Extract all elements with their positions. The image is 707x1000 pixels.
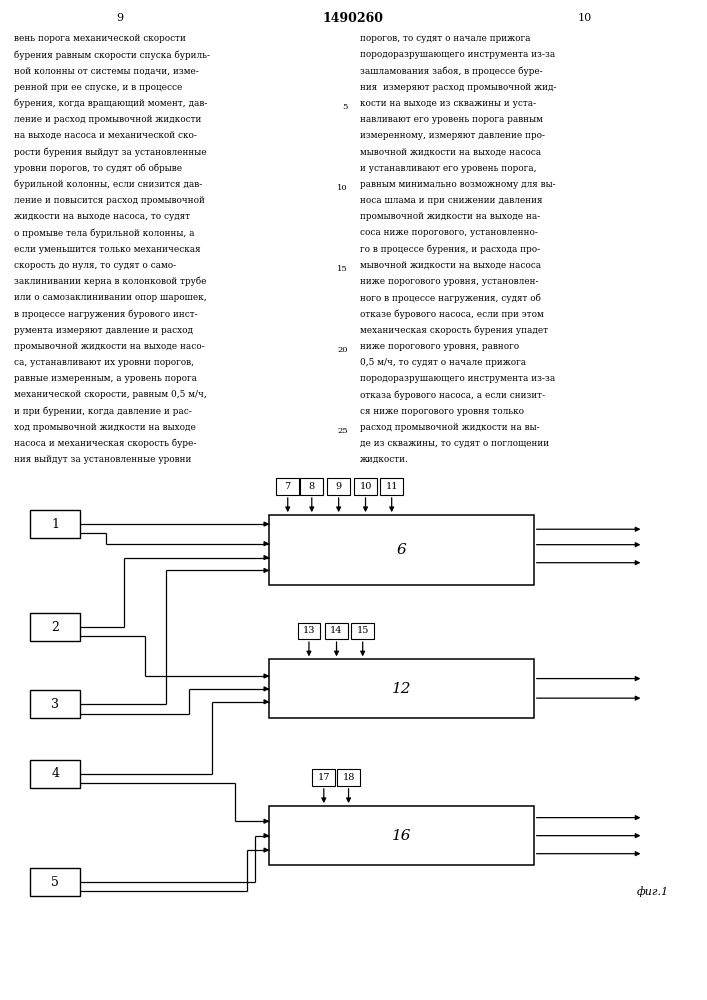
Text: 0,5 м/ч, то судят о начале прижога: 0,5 м/ч, то судят о начале прижога: [360, 358, 526, 367]
Text: 16: 16: [392, 829, 411, 843]
Text: 6: 6: [397, 543, 406, 557]
Text: жидкости на выходе насоса, то судят: жидкости на выходе насоса, то судят: [14, 212, 190, 221]
Text: 14: 14: [330, 626, 343, 635]
Text: ниже порогового уровня, равного: ниже порогового уровня, равного: [360, 342, 519, 351]
Text: заклинивании керна в колонковой трубе: заклинивании керна в колонковой трубе: [14, 277, 206, 286]
Text: равные измеренным, а уровень порога: равные измеренным, а уровень порога: [14, 374, 197, 383]
Text: 20: 20: [337, 346, 348, 354]
Text: носа шлама и при снижении давления: носа шлама и при снижении давления: [360, 196, 542, 205]
Text: уровни порогов, то судят об обрыве: уровни порогов, то судят об обрыве: [14, 164, 182, 173]
Text: ния  измеряют расход промывочной жид-: ния измеряют расход промывочной жид-: [360, 83, 556, 92]
Text: 13: 13: [303, 626, 315, 635]
Bar: [380, 478, 403, 495]
Bar: [276, 478, 299, 495]
Text: отказа бурового насоса, а если снизит-: отказа бурового насоса, а если снизит-: [360, 390, 545, 400]
Text: промывочной жидкости на выходе насо-: промывочной жидкости на выходе насо-: [14, 342, 204, 351]
Text: порогов, то судят о начале прижога: порогов, то судят о начале прижога: [360, 34, 530, 43]
Text: румента измеряют давление и расход: румента измеряют давление и расход: [14, 326, 193, 335]
Bar: [30, 510, 80, 538]
Text: 5: 5: [343, 103, 348, 111]
Text: 1: 1: [51, 518, 59, 531]
Text: породоразрушающего инструмента из-за: породоразрушающего инструмента из-за: [360, 50, 555, 59]
Text: ния выйдут за установленные уровни: ния выйдут за установленные уровни: [14, 455, 192, 464]
Text: и устанавливают его уровень порога,: и устанавливают его уровень порога,: [360, 164, 537, 173]
Text: 4: 4: [51, 767, 59, 780]
Text: ной колонны от системы подачи, изме-: ной колонны от системы подачи, изме-: [14, 66, 199, 75]
Text: механическая скорость бурения упадет: механическая скорость бурения упадет: [360, 326, 548, 335]
Text: 18: 18: [342, 773, 355, 782]
Text: механической скорости, равным 0,5 м/ч,: механической скорости, равным 0,5 м/ч,: [14, 390, 206, 399]
Bar: [30, 613, 80, 641]
Text: 1490260: 1490260: [322, 11, 383, 24]
Text: ление и повысится расход промывочной: ление и повысится расход промывочной: [14, 196, 205, 205]
Text: де из скважины, то судят о поглощении: де из скважины, то судят о поглощении: [360, 439, 549, 448]
Bar: [269, 515, 534, 585]
Bar: [337, 769, 360, 786]
Text: ниже порогового уровня, установлен-: ниже порогового уровня, установлен-: [360, 277, 539, 286]
Text: ся ниже порогового уровня только: ся ниже порогового уровня только: [360, 407, 524, 416]
Text: насоса и механическая скорость буре-: насоса и механическая скорость буре-: [14, 439, 197, 448]
Text: 7: 7: [285, 482, 291, 491]
Text: скорость до нуля, то судят о само-: скорость до нуля, то судят о само-: [14, 261, 176, 270]
Text: ление и расход промывочной жидкости: ление и расход промывочной жидкости: [14, 115, 201, 124]
Text: ренной при ее спуске, и в процессе: ренной при ее спуске, и в процессе: [14, 83, 182, 92]
Text: вень порога механической скорости: вень порога механической скорости: [14, 34, 186, 43]
Text: отказе бурового насоса, если при этом: отказе бурового насоса, если при этом: [360, 309, 544, 319]
Text: зашламования забоя, в процессе буре-: зашламования забоя, в процессе буре-: [360, 66, 543, 76]
Text: бурильной колонны, если снизится дав-: бурильной колонны, если снизится дав-: [14, 180, 202, 189]
Text: бурения, когда вращающий момент, дав-: бурения, когда вращающий момент, дав-: [14, 99, 207, 108]
Text: о промыве тела бурильной колонны, а: о промыве тела бурильной колонны, а: [14, 228, 194, 238]
Bar: [354, 478, 377, 495]
Text: 15: 15: [356, 626, 369, 635]
Text: 17: 17: [317, 773, 330, 782]
Text: са, устанавливают их уровни порогов,: са, устанавливают их уровни порогов,: [14, 358, 194, 367]
Bar: [269, 659, 534, 718]
Bar: [325, 623, 348, 639]
Text: соса ниже порогового, установленно-: соса ниже порогового, установленно-: [360, 228, 538, 237]
Text: если уменьшится только механическая: если уменьшится только механическая: [14, 245, 201, 254]
Bar: [30, 868, 80, 896]
Text: жидкости.: жидкости.: [360, 455, 409, 464]
Text: кости на выходе из скважины и уста-: кости на выходе из скважины и уста-: [360, 99, 536, 108]
Text: 10: 10: [359, 482, 372, 491]
Text: ного в процессе нагружения, судят об: ного в процессе нагружения, судят об: [360, 293, 541, 303]
Text: 8: 8: [309, 482, 315, 491]
Text: 15: 15: [337, 265, 348, 273]
Text: 2: 2: [51, 621, 59, 634]
Text: 5: 5: [51, 876, 59, 888]
Text: го в процессе бурения, и расхода про-: го в процессе бурения, и расхода про-: [360, 245, 540, 254]
Bar: [327, 478, 350, 495]
Text: 12: 12: [392, 682, 411, 696]
Bar: [351, 623, 374, 639]
Text: мывочной жидкости на выходе насоса: мывочной жидкости на выходе насоса: [360, 261, 541, 270]
Text: 10: 10: [578, 13, 592, 23]
Text: и при бурении, когда давление и рас-: и при бурении, когда давление и рас-: [14, 407, 192, 416]
Text: или о самозаклинивании опор шарошек,: или о самозаклинивании опор шарошек,: [14, 293, 206, 302]
Text: фиг.1: фиг.1: [636, 886, 668, 897]
Text: 9: 9: [336, 482, 341, 491]
Text: 10: 10: [337, 184, 348, 192]
Bar: [30, 690, 80, 718]
Text: 11: 11: [385, 482, 398, 491]
Bar: [298, 623, 320, 639]
Bar: [269, 806, 534, 865]
Text: 3: 3: [51, 698, 59, 711]
Bar: [312, 769, 335, 786]
Bar: [30, 760, 80, 788]
Text: расход промывочной жидкости на вы-: расход промывочной жидкости на вы-: [360, 423, 539, 432]
Bar: [300, 478, 323, 495]
Text: 9: 9: [117, 13, 124, 23]
Text: бурения равным скорости спуска буриль-: бурения равным скорости спуска буриль-: [14, 50, 210, 60]
Text: на выходе насоса и механической ско-: на выходе насоса и механической ско-: [14, 131, 197, 140]
Text: породоразрушающего инструмента из-за: породоразрушающего инструмента из-за: [360, 374, 555, 383]
Text: ход промывочной жидкости на выходе: ход промывочной жидкости на выходе: [14, 423, 196, 432]
Text: навливают его уровень порога равным: навливают его уровень порога равным: [360, 115, 543, 124]
Text: мывочной жидкости на выходе насоса: мывочной жидкости на выходе насоса: [360, 147, 541, 156]
Text: в процессе нагружения бурового инст-: в процессе нагружения бурового инст-: [14, 309, 198, 319]
Text: промывочной жидкости на выходе на-: промывочной жидкости на выходе на-: [360, 212, 540, 221]
Text: 25: 25: [337, 427, 348, 435]
Text: равным минимально возможному для вы-: равным минимально возможному для вы-: [360, 180, 556, 189]
Text: рости бурения выйдут за установленные: рости бурения выйдут за установленные: [14, 147, 206, 157]
Text: измеренному, измеряют давление про-: измеренному, измеряют давление про-: [360, 131, 545, 140]
